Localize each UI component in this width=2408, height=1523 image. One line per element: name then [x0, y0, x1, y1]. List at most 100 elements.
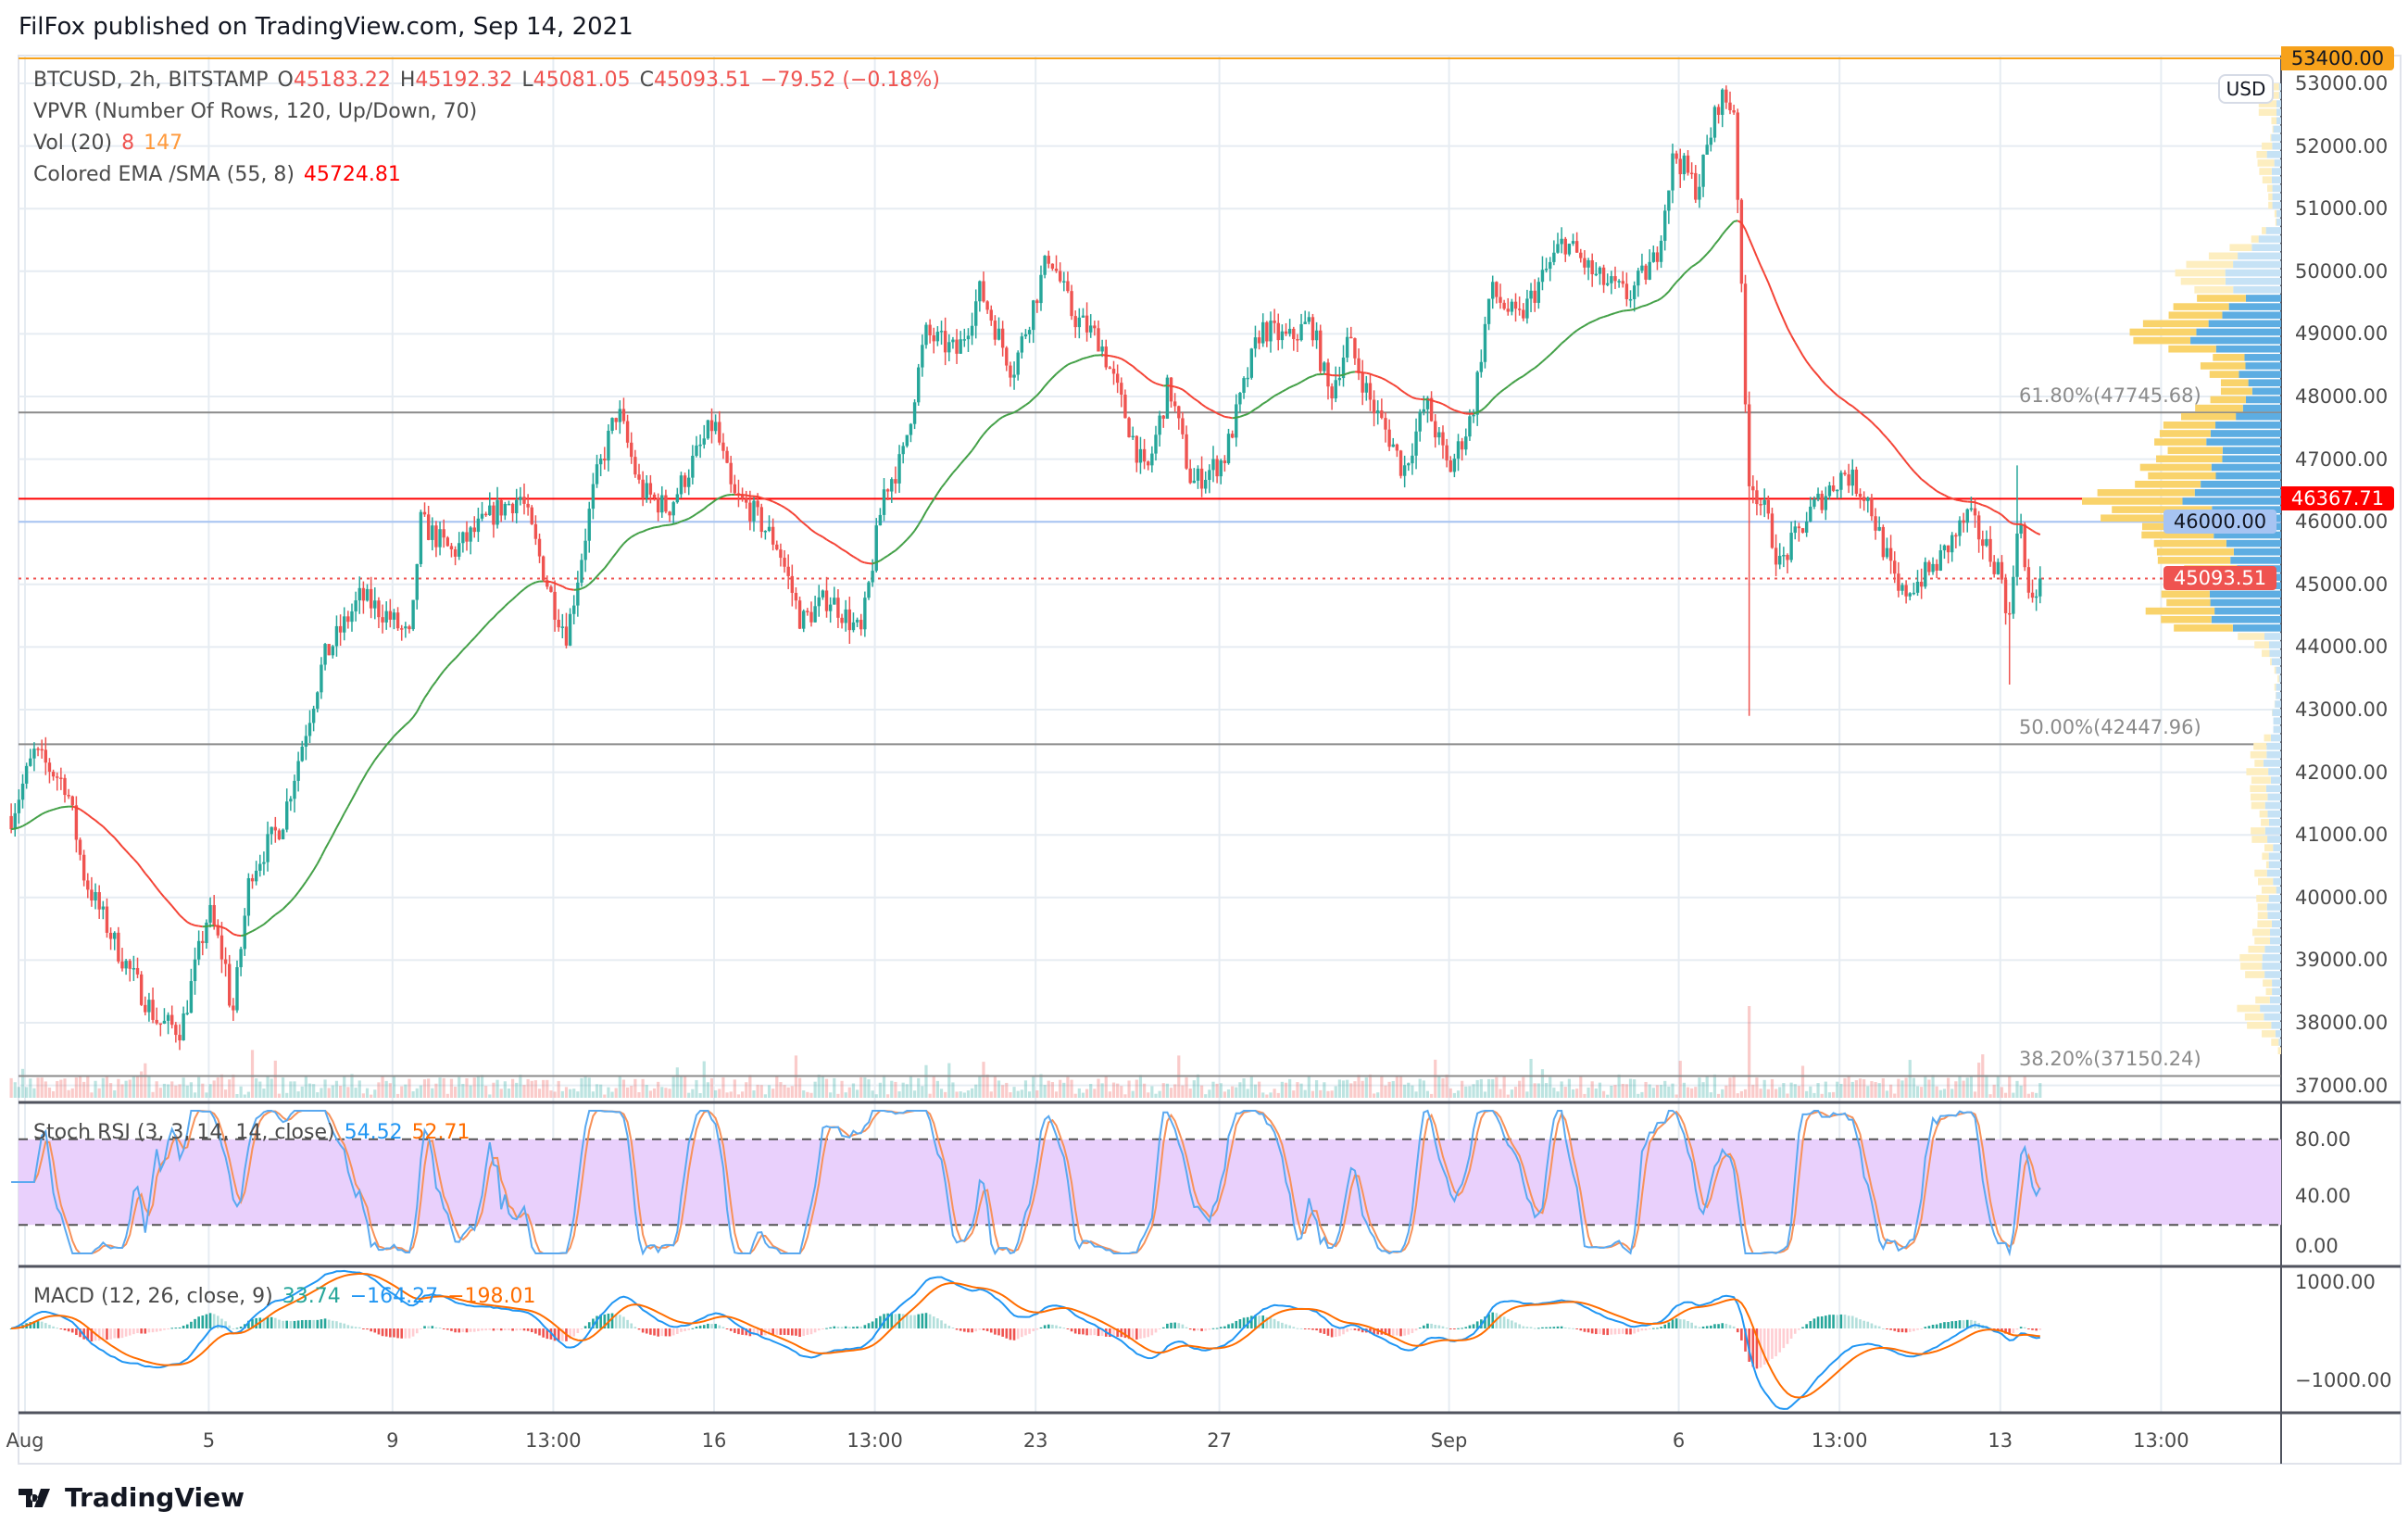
ema-line-segment: [1006, 412, 1011, 417]
ema-line-segment: [584, 583, 590, 588]
ema-line-segment: [921, 510, 927, 520]
macd-histogram-bar: [1066, 1328, 1070, 1329]
currency-button[interactable]: USD: [2218, 74, 2274, 104]
volume-legend[interactable]: Vol (20) 8 147: [33, 132, 192, 155]
volume-bar: [1674, 1094, 1678, 1098]
price-tick: 42000.00: [2295, 761, 2389, 784]
vpvr-down-bar: [2156, 548, 2234, 556]
stoch-legend[interactable]: Stoch RSI (3, 3, 14, 14, close) 54.52 52.7…: [33, 1121, 480, 1144]
volume-bar: [365, 1088, 370, 1098]
volume-bar: [533, 1080, 537, 1098]
time-tick: 13:00: [847, 1429, 903, 1452]
macd-histogram-bar: [1652, 1328, 1655, 1329]
candle-body: [1299, 323, 1303, 341]
volume-bar: [1204, 1094, 1208, 1098]
candle-body: [1296, 339, 1299, 341]
volume-bar: [1242, 1078, 1246, 1098]
candle-body: [63, 777, 67, 796]
candle-body: [1915, 581, 1920, 593]
candle-body: [492, 505, 495, 525]
macd-histogram-bar: [1085, 1328, 1088, 1336]
macd-histogram-bar: [890, 1313, 894, 1328]
macd-histogram-bar: [538, 1328, 541, 1336]
macd-histogram-bar: [2019, 1327, 2023, 1328]
macd-histogram-bar: [657, 1328, 659, 1337]
ema-line-segment: [1607, 313, 1612, 317]
ema-line-segment: [206, 925, 211, 928]
ema-legend[interactable]: Colored EMA /SMA (55, 8) 45724.81: [33, 163, 410, 186]
candle-body: [833, 598, 836, 605]
volume-bar: [1885, 1090, 1889, 1098]
macd-histogram-bar: [1701, 1326, 1705, 1328]
macd-histogram-bar: [649, 1328, 652, 1335]
macd-histogram-bar: [1793, 1328, 1797, 1334]
candle-body: [641, 479, 645, 499]
ema-line-segment: [891, 549, 897, 554]
vpvr-up-bar: [2210, 598, 2281, 607]
ema-line-segment: [102, 825, 108, 832]
ema-line-segment: [1756, 256, 1762, 267]
volume-bar: [1070, 1079, 1073, 1098]
macd-histogram-bar: [1771, 1328, 1774, 1359]
vpvr-up-bar: [2278, 674, 2281, 683]
macd-histogram-bar: [1678, 1319, 1682, 1328]
candle-body: [1023, 334, 1028, 337]
volume-bar: [1231, 1086, 1235, 1098]
macd-histogram-bar: [863, 1325, 867, 1328]
ema-line-segment: [182, 917, 188, 924]
candle-body: [1414, 431, 1418, 456]
ema-line-segment: [140, 867, 146, 875]
vpvr-up-bar: [2272, 988, 2281, 996]
price-tick: 44000.00: [2295, 636, 2389, 659]
ema-line-segment: [1986, 505, 1991, 510]
vpvr-down-bar: [2157, 557, 2231, 564]
macd-legend[interactable]: MACD (12, 26, close, 9) 33.74 −164.27 −198.…: [33, 1285, 546, 1308]
ema-line-segment: [1067, 361, 1072, 366]
candle-body: [557, 619, 560, 628]
ema-line-segment: [1603, 314, 1609, 319]
ema-line-segment: [2000, 514, 2007, 520]
volume-bar: [1663, 1080, 1667, 1098]
macd-histogram-bar: [1211, 1328, 1215, 1329]
volume-bar: [289, 1081, 293, 1098]
vpvr-up-bar: [2248, 379, 2281, 387]
volume-bar: [706, 1082, 709, 1098]
macd-histogram-bar: [1740, 1328, 1743, 1340]
volume-bar: [1161, 1083, 1165, 1098]
ema-line-segment: [1553, 346, 1559, 352]
macd-histogram-bar: [944, 1323, 947, 1328]
ema-line-segment: [834, 543, 839, 548]
macd-histogram-bar: [2012, 1328, 2015, 1334]
macd-histogram-bar: [836, 1327, 840, 1328]
macd-histogram-bar: [404, 1328, 408, 1339]
macd-histogram-bar: [1139, 1328, 1142, 1339]
vpvr-up-bar: [2269, 641, 2281, 648]
volume-bar: [1303, 1089, 1307, 1098]
ema-line-segment: [312, 862, 319, 871]
volume-bar: [1043, 1085, 1047, 1098]
candle-body: [1292, 328, 1296, 340]
macd-histogram-bar: [1587, 1328, 1590, 1333]
candle-body: [1827, 485, 1832, 497]
vpvr-legend[interactable]: VPVR (Number Of Rows, 120, Up/Down, 70): [33, 100, 486, 123]
candle-body: [449, 546, 454, 549]
ema-line-segment: [22, 823, 28, 827]
macd-histogram-bar: [1357, 1328, 1361, 1331]
candle-body: [1762, 499, 1766, 505]
ema-line-segment: [270, 913, 276, 919]
tradingview-logo[interactable]: TradingView: [19, 1482, 245, 1513]
candle-body: [1663, 210, 1667, 241]
ema-line-segment: [1220, 414, 1225, 418]
ema-line-segment: [1534, 364, 1539, 369]
ema-line-segment: [1645, 303, 1650, 307]
candle-body: [1135, 435, 1139, 463]
ema-line-segment: [370, 759, 376, 767]
volume-bar: [1637, 1093, 1640, 1098]
candle-body: [357, 587, 361, 601]
ema-line-segment: [1396, 385, 1402, 391]
macd-histogram-bar: [786, 1328, 790, 1336]
macd-histogram-bar: [1870, 1323, 1874, 1328]
volume-bar: [1640, 1091, 1644, 1098]
vpvr-up-bar: [2276, 692, 2281, 699]
